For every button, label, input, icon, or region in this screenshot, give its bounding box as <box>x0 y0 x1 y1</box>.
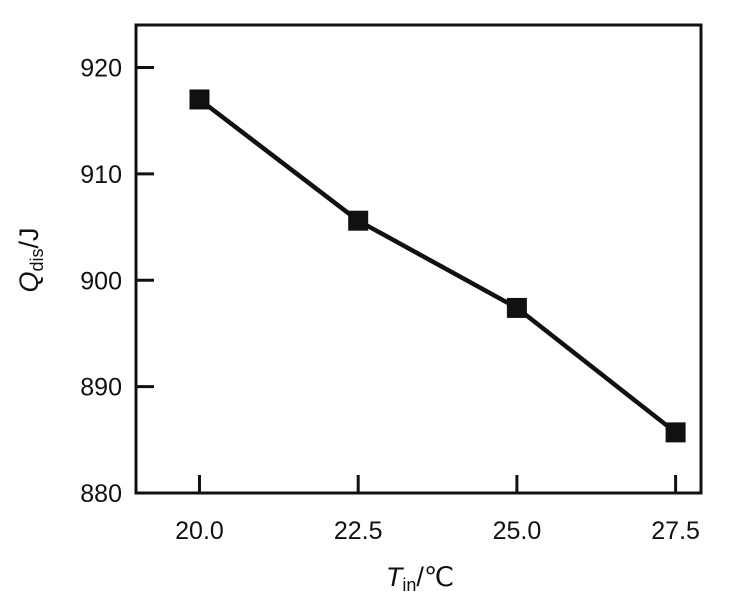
x-axis-label-main: T <box>386 562 405 592</box>
plot-frame <box>134 23 703 495</box>
data-point-marker <box>665 422 686 443</box>
y-tick-label: 910 <box>80 161 122 189</box>
y-tick-label: 920 <box>80 55 122 83</box>
data-point-marker <box>506 297 527 318</box>
y-axis-label-main: Q <box>14 272 44 293</box>
x-tick-label: 27.5 <box>651 517 700 545</box>
x-tick-label: 25.0 <box>493 517 542 545</box>
y-axis-label: Qdis/J <box>14 227 47 292</box>
y-axis-label-unit: /J <box>14 227 44 248</box>
x-axis-label-sub: in <box>402 575 416 595</box>
x-tick-label: 22.5 <box>334 517 383 545</box>
y-axis-ticks: 880 890 900 910 920 <box>80 55 154 508</box>
data-point-marker <box>189 89 210 110</box>
y-tick-label: 900 <box>80 267 122 295</box>
series-layer <box>189 89 686 443</box>
x-tick-label: 20.0 <box>175 517 224 545</box>
y-tick-label: 890 <box>80 374 122 402</box>
x-axis-label: Tin/℃ <box>386 562 454 595</box>
x-axis-ticks: 20.0 22.5 25.0 27.5 <box>175 475 700 545</box>
data-point-marker <box>348 210 369 231</box>
y-tick-label: 880 <box>80 480 122 508</box>
x-axis-label-unit: /℃ <box>416 562 454 592</box>
y-axis-label-sub: dis <box>27 248 47 271</box>
series-line <box>198 97 677 435</box>
